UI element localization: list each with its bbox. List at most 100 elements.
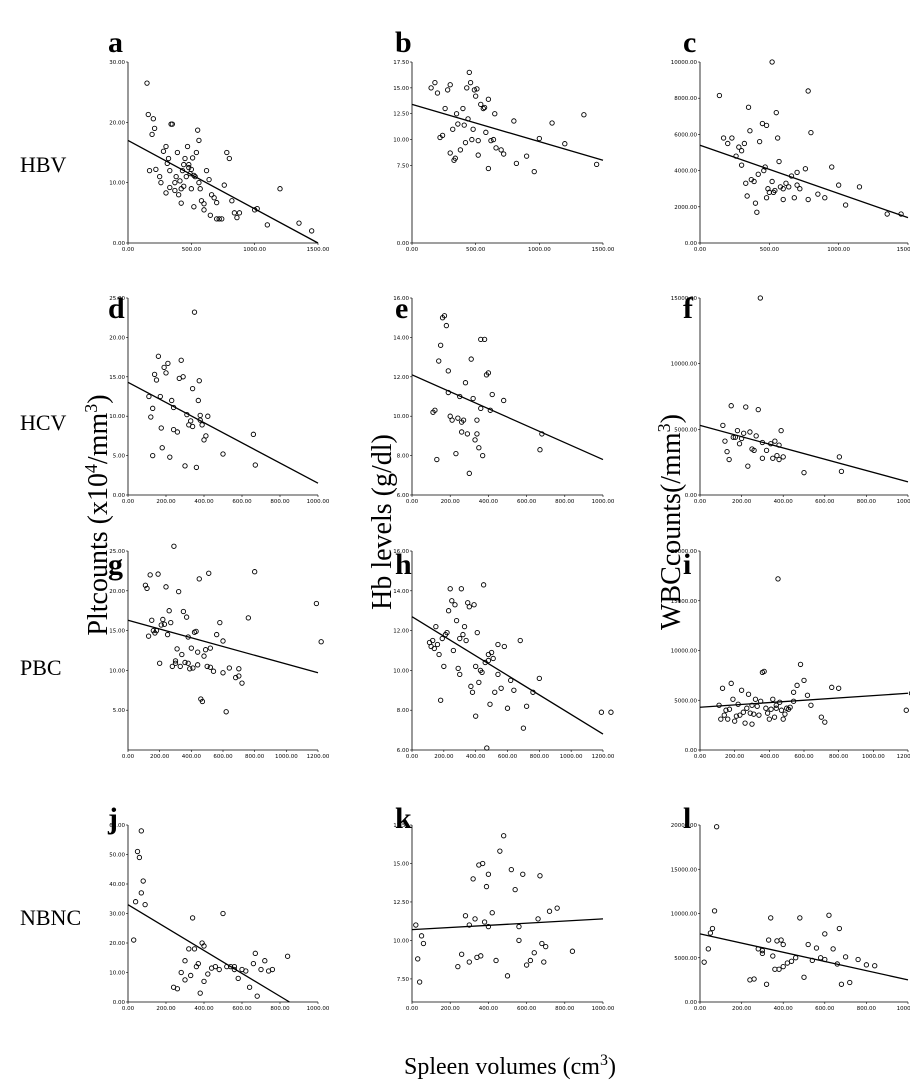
data-point	[780, 941, 786, 948]
data-point	[466, 922, 472, 928]
data-point	[201, 653, 207, 659]
data-point	[718, 716, 724, 722]
scatter-panels: a 0.00 500.00 1000.00 1500.00 0.00 10.00 20.00 3…	[107, 26, 910, 1012]
panel-letter-f: f	[683, 292, 694, 325]
data-point	[196, 378, 202, 384]
data-point	[452, 155, 458, 161]
data-point	[475, 137, 481, 144]
x-tick-label: 200.00	[156, 499, 176, 505]
data-point	[751, 711, 757, 717]
panel-letter-i: i	[683, 548, 691, 581]
panel-c: c 0.00 500.00 1000.00 1500.00 0.00 2000.00 4000…	[671, 26, 910, 253]
y-tick-label: 7.50	[397, 977, 410, 983]
data-point	[469, 689, 476, 695]
x-tick-label: 0.00	[406, 754, 419, 760]
y-tick-label: 6000.00	[674, 132, 697, 138]
data-point	[296, 220, 302, 226]
data-point	[729, 135, 735, 141]
data-point	[196, 137, 202, 144]
data-point	[485, 165, 492, 172]
data-point	[778, 427, 784, 434]
x-tick-label: 600.00	[232, 1006, 252, 1012]
data-point	[734, 427, 741, 434]
data-point	[202, 647, 209, 653]
x-tick-label: 500.00	[760, 247, 780, 253]
panel-d: d 0.00 200.00 400.00 600.00 800.00 1000.00 0.00…	[108, 292, 330, 505]
data-point	[163, 370, 169, 376]
panel-h: h 0.00 200.00 400.00 600.00 800.00 1000.00 1200…	[393, 548, 615, 760]
x-tick-label: 800.00	[270, 499, 290, 505]
data-point	[176, 192, 182, 198]
data-point	[815, 191, 821, 197]
data-point	[220, 670, 226, 676]
data-point	[513, 160, 520, 167]
data-point	[908, 691, 910, 696]
data-point	[754, 209, 760, 215]
x-tick-label: 0.00	[122, 1006, 135, 1012]
x-tick-label: 600.00	[517, 499, 537, 505]
data-point	[771, 714, 778, 720]
data-point	[318, 639, 324, 645]
data-point	[474, 629, 480, 636]
data-point	[490, 655, 496, 662]
data-point	[745, 104, 752, 110]
data-point	[186, 161, 192, 168]
data-point	[903, 707, 909, 713]
data-point	[447, 150, 453, 156]
data-point	[172, 187, 178, 194]
y-tick-label: 5000.00	[674, 698, 697, 704]
data-point	[501, 397, 507, 404]
data-point	[177, 178, 183, 184]
y-tick-label: 12.00	[393, 629, 409, 635]
data-point	[226, 665, 232, 671]
data-point	[801, 470, 807, 476]
data-point	[772, 187, 778, 194]
panel-letter-g: g	[108, 548, 123, 581]
data-point	[766, 716, 772, 722]
data-point	[813, 945, 820, 951]
data-point	[536, 135, 542, 142]
data-point	[428, 85, 434, 91]
data-point	[842, 202, 849, 208]
panel-a: a 0.00 500.00 1000.00 1500.00 0.00 10.00 20.00 3…	[108, 26, 330, 253]
data-point	[245, 615, 251, 621]
panel-e: e 0.00 200.00 400.00 600.00 800.00 1000.00 6.00…	[393, 292, 615, 505]
data-point	[836, 925, 843, 932]
y-tick-label: 30.00	[109, 912, 125, 918]
row-label-hcv: HCV	[20, 410, 67, 435]
axes-a	[127, 62, 318, 244]
data-point	[146, 393, 152, 400]
x-tick-label: 0.00	[406, 247, 419, 253]
data-point	[749, 702, 755, 708]
data-point	[863, 962, 870, 968]
data-point	[157, 660, 163, 666]
data-point	[736, 441, 743, 447]
y-tick-label: 60.00	[109, 823, 125, 829]
data-point	[775, 135, 781, 141]
panel-letter-a: a	[108, 26, 123, 59]
data-point	[473, 93, 479, 99]
x-tick-label: 800.00	[555, 499, 575, 505]
data-point	[144, 585, 150, 592]
y-tick-label: 10000.00	[671, 912, 698, 918]
data-point	[142, 902, 148, 908]
y-tick-label: 20.00	[109, 120, 125, 126]
data-point	[511, 118, 517, 124]
data-point	[471, 602, 477, 608]
data-point	[460, 105, 466, 112]
data-point	[581, 112, 587, 118]
data-point	[201, 207, 207, 213]
data-point	[461, 623, 468, 630]
data-point	[763, 195, 770, 201]
data-point	[497, 848, 503, 854]
data-point	[459, 951, 465, 957]
x-tick-label: 1000.00	[827, 247, 850, 253]
data-point	[755, 171, 761, 177]
data-point	[158, 425, 164, 431]
data-point	[195, 662, 201, 668]
data-point	[193, 628, 199, 635]
data-point	[198, 198, 205, 204]
data-point	[724, 449, 730, 455]
y-tick-label: 15.00	[109, 375, 125, 381]
data-point	[443, 322, 450, 329]
